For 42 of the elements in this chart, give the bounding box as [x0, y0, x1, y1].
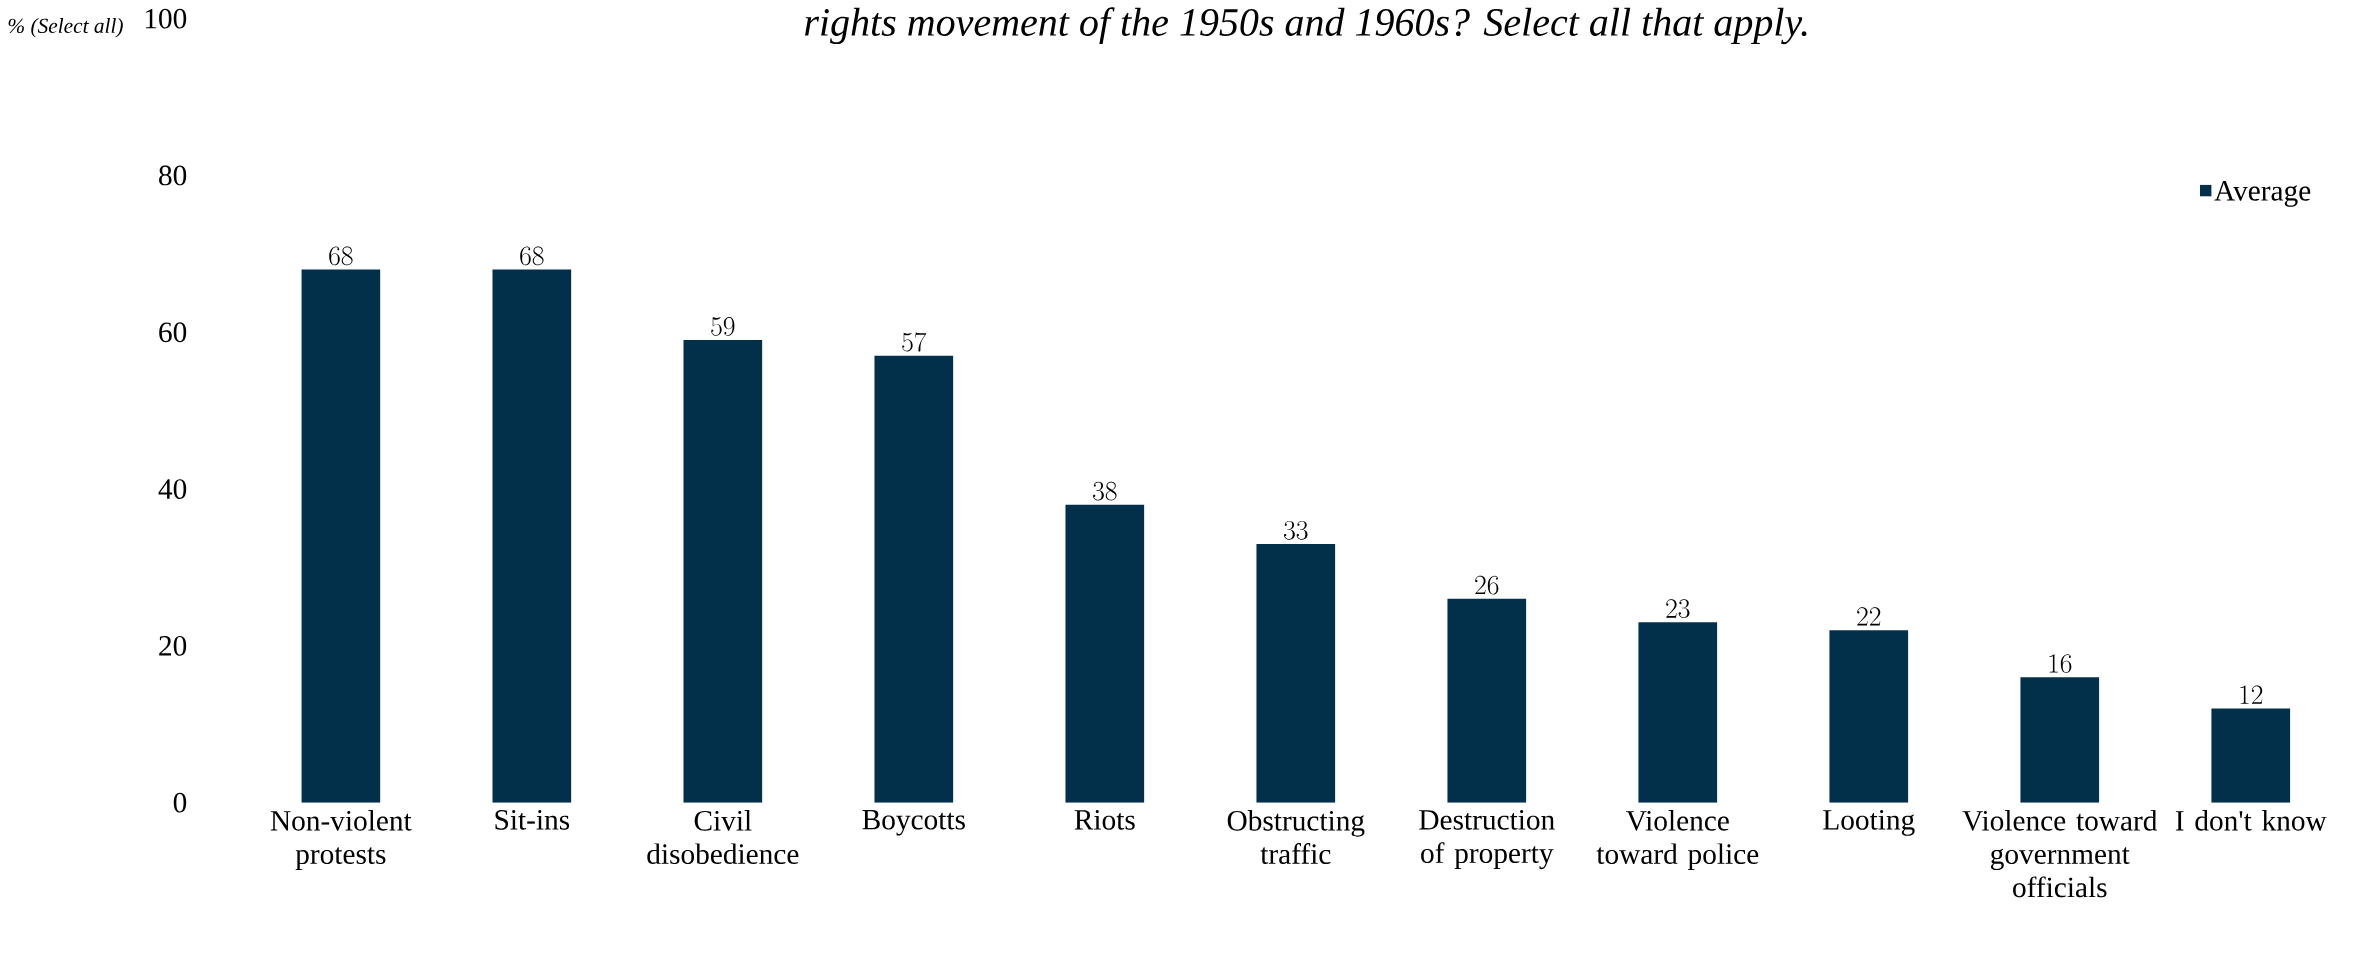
bar — [492, 269, 572, 803]
x-tick-label: Looting — [1823, 809, 1915, 836]
bar — [1829, 630, 1909, 803]
x-tick-label: Destruction of property — [1419, 809, 1555, 869]
bar — [2211, 708, 2291, 803]
data-label: 33 — [1284, 520, 1308, 540]
x-tick-label: I don't know — [2175, 809, 2327, 831]
y-tick-label: 40 — [158, 479, 187, 499]
bar — [2020, 677, 2100, 803]
bar — [683, 339, 763, 803]
data-label: 68 — [329, 246, 353, 266]
x-tick-label: Non-violent protests — [270, 809, 412, 870]
bar — [1065, 504, 1145, 803]
data-label: 26 — [1475, 575, 1499, 595]
data-label: 57 — [902, 332, 927, 352]
data-label: 68 — [520, 246, 544, 266]
x-tick-label: Riots — [1074, 809, 1135, 830]
x-tick-label: Sit-ins — [495, 809, 570, 830]
y-tick-label: 0 — [173, 792, 187, 813]
x-tick-label: Civil disobedience — [647, 809, 799, 864]
data-label: 23 — [1666, 599, 1690, 618]
chart-title: rights movement of the 1950s and 1960s? Select all that apply. — [805, 7, 1807, 45]
bar — [1638, 622, 1718, 803]
bar — [301, 269, 381, 803]
data-label: 59 — [711, 316, 735, 336]
y-tick-label: 100 — [145, 8, 187, 29]
bar — [1256, 543, 1336, 803]
y-tick-label: 60 — [159, 322, 187, 343]
x-tick-label: Boycotts — [862, 809, 965, 836]
y-tick-label: 20 — [159, 635, 187, 656]
x-tick-label: Obstructing traffic — [1227, 809, 1365, 864]
data-label: 38 — [1093, 481, 1117, 501]
y-tick-label: 80 — [159, 165, 187, 186]
legend-label: Average — [2214, 180, 2311, 207]
bar — [874, 355, 954, 803]
data-label: 22 — [1857, 607, 1881, 626]
x-tick-label: Violence toward police — [1596, 809, 1759, 870]
x-tick-label: Violence toward government officials — [1962, 809, 2158, 898]
bar — [1447, 598, 1527, 803]
y-axis-title: % (Select all) — [8, 17, 123, 38]
data-label: 12 — [2240, 685, 2263, 704]
data-label: 16 — [2049, 654, 2072, 673]
